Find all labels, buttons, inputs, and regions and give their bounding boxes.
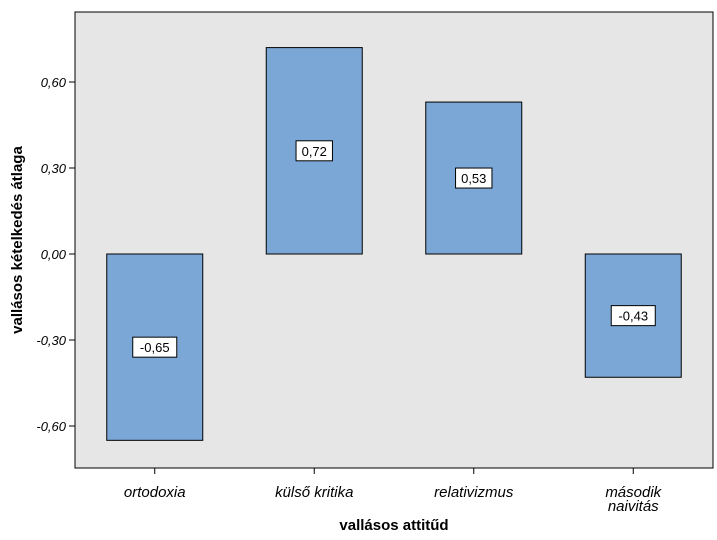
y-axis-title: vallásos kételkedés átlaga <box>9 146 26 334</box>
data-label-box <box>455 167 493 189</box>
data-label: 0,53 <box>461 171 486 186</box>
x-category-label: második naivitás <box>605 484 662 515</box>
y-tick-label: -0,30 <box>36 333 66 348</box>
data-label: -0,65 <box>140 340 170 355</box>
y-tick-label: 0,30 <box>41 161 67 176</box>
x-axis-title: vallásos attitűd <box>339 517 448 534</box>
y-tick-label: -0,60 <box>36 419 66 434</box>
y-tick-label: 0,00 <box>41 247 67 262</box>
data-label-box <box>610 305 656 327</box>
data-label: -0,43 <box>618 309 648 324</box>
x-category-label: relativizmus <box>434 484 514 501</box>
x-axis-categories: ortodoxia külső kritika relativizmus másodi… <box>124 468 663 515</box>
x-category-label: ortodoxia <box>124 484 186 501</box>
bars-layer: -0,65 0,72 0,53 -0,43 <box>106 47 682 441</box>
y-tick-label: 0,60 <box>41 75 67 90</box>
data-label: 0,72 <box>302 144 327 159</box>
y-axis-ticks: 0,60 0,30 0,00 -0,30 -0,60 <box>36 75 75 434</box>
x-category-label: külső kritika <box>275 484 353 501</box>
data-label-box <box>132 336 178 358</box>
data-label-box <box>295 140 333 162</box>
